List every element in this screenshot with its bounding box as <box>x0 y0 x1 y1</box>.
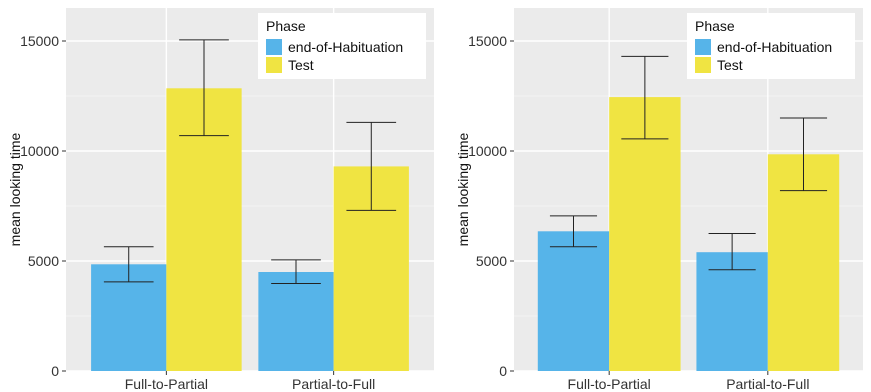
chart-panel-1: 0 5000 10000 15000 Full-to-Partial Partial-to… <box>7 8 434 392</box>
y-axis-title: mean looking time <box>455 132 471 246</box>
legend-label: Test <box>717 57 743 73</box>
y-tick-label: 5000 <box>476 253 507 269</box>
y-tick-label: 15000 <box>468 33 507 49</box>
legend-title: Phase <box>266 18 306 34</box>
x-tick-label: Full-to-Partial <box>568 376 651 392</box>
y-tick-label: 10000 <box>20 143 59 159</box>
bar-end-of-habituation-1 <box>537 231 610 371</box>
legend-label: end-of-Habituation <box>717 39 832 55</box>
legend-swatch <box>695 57 711 73</box>
x-tick-label: Full-to-Partial <box>125 376 208 392</box>
bar-test-1 <box>609 97 681 371</box>
legend-label: end-of-Habituation <box>288 39 403 55</box>
bar-end-of-habituation-2 <box>696 252 768 371</box>
y-tick-label: 5000 <box>28 253 59 269</box>
legend-swatch <box>266 57 282 73</box>
legend-box <box>258 13 426 79</box>
legend-swatch <box>266 39 282 55</box>
x-tick-label: Partial-to-Full <box>726 376 809 392</box>
y-tick-label: 15000 <box>20 33 59 49</box>
legend: Phase end-of-Habituation Test <box>687 13 855 79</box>
y-tick-label: 0 <box>51 363 59 379</box>
legend-title: Phase <box>695 18 735 34</box>
bar-end-of-habituation-2 <box>258 272 334 371</box>
legend: Phase end-of-Habituation Test <box>258 13 426 79</box>
y-axis-title: mean looking time <box>7 132 23 246</box>
x-tick-label: Partial-to-Full <box>292 376 375 392</box>
legend-swatch <box>695 39 711 55</box>
y-tick-label: 0 <box>499 363 507 379</box>
y-tick-label: 10000 <box>468 143 507 159</box>
legend-label: Test <box>288 57 314 73</box>
legend-box <box>687 13 855 79</box>
chart-panel-2: 0 5000 10000 15000 Full-to-Partial Partial-to… <box>455 8 863 392</box>
